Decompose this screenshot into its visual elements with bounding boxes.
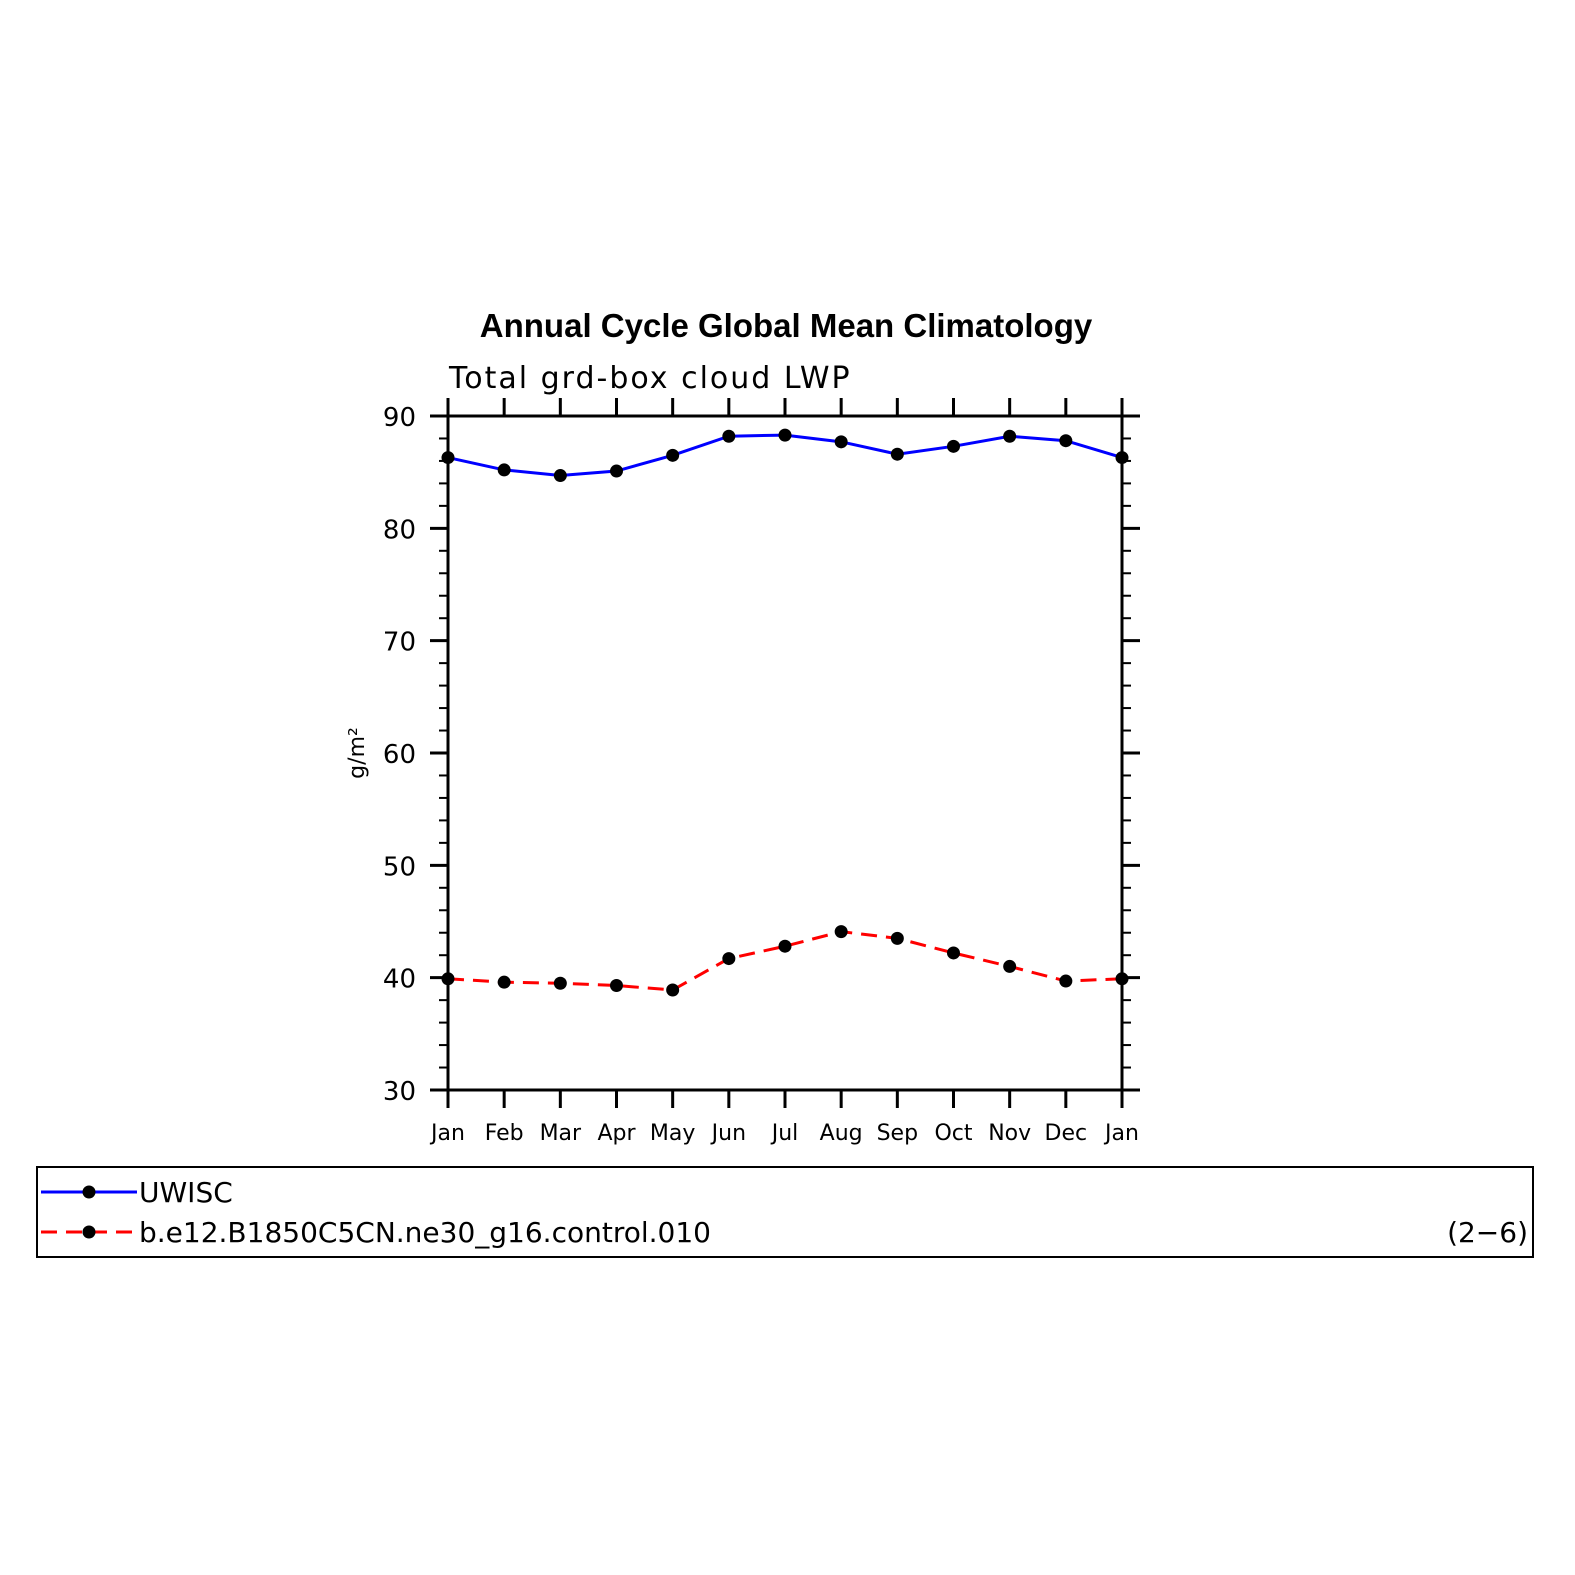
data-point — [497, 975, 511, 989]
x-tick-label: Dec — [1045, 1121, 1088, 1146]
x-tick-label: Jan — [1103, 1121, 1139, 1146]
y-axis: 30 40 50 60 70 80 90 — [383, 403, 1140, 1107]
data-point — [778, 939, 792, 953]
y-tick-label: 90 — [383, 403, 416, 433]
data-point — [834, 925, 848, 939]
x-tick-label: Apr — [597, 1121, 636, 1146]
legend-label: b.e12.B1850C5CN.ne30_g16.control.010 — [139, 1216, 711, 1249]
y-tick-label: 70 — [383, 628, 416, 658]
data-point — [666, 448, 680, 462]
data-point — [1059, 434, 1073, 448]
data-point — [666, 983, 680, 997]
y-axis-label: g/m² — [345, 727, 370, 779]
x-tick-label: Feb — [485, 1121, 524, 1146]
x-tick-label: Mar — [540, 1121, 582, 1146]
y-tick-label: 30 — [383, 1077, 416, 1107]
x-tick-label: Nov — [988, 1121, 1031, 1146]
data-point — [834, 435, 848, 449]
data-point — [441, 972, 455, 986]
y-tick-label: 40 — [383, 965, 416, 995]
x-tick-label: Jul — [770, 1121, 799, 1146]
data-point — [497, 463, 511, 477]
x-axis: Jan Feb Mar Apr May Jun Jul Aug Sep Oct Nov Dec Jan — [429, 398, 1139, 1146]
data-point — [947, 946, 960, 960]
y-tick-label: 50 — [383, 852, 416, 882]
chart-subtitle: Total grd-box cloud LWP — [448, 361, 852, 396]
legend: UWISC b.e12.B1850C5CN.ne30_g16.control.01… — [41, 1176, 711, 1249]
x-tick-label: May — [650, 1121, 695, 1146]
plot-frame — [446, 414, 1124, 1092]
data-point — [1115, 972, 1129, 986]
legend-marker — [82, 1185, 96, 1199]
chart-title: Annual Cycle Global Mean Climatology — [480, 307, 1093, 344]
legend-box — [36, 1166, 1534, 1258]
data-point — [1003, 429, 1017, 443]
legend-label: UWISC — [139, 1176, 233, 1209]
data-point — [1003, 959, 1017, 973]
data-point — [441, 451, 455, 465]
x-tick-label: Jan — [429, 1121, 465, 1146]
data-point — [1115, 451, 1129, 465]
y-tick-label: 80 — [383, 515, 416, 545]
y-tick-label: 60 — [383, 740, 416, 770]
series-layer — [441, 428, 1129, 997]
data-point — [553, 976, 567, 990]
legend-marker — [82, 1225, 96, 1239]
x-tick-label: Aug — [820, 1121, 863, 1146]
data-point — [610, 464, 623, 478]
data-point — [722, 429, 736, 443]
x-tick-label: Oct — [934, 1121, 972, 1146]
x-tick-label: Jun — [710, 1121, 746, 1146]
x-tick-label: Sep — [877, 1121, 918, 1146]
data-point — [890, 447, 904, 461]
data-point — [722, 952, 736, 966]
data-point — [890, 931, 904, 945]
panel-label: (2−6) — [1447, 1216, 1528, 1249]
data-point — [778, 428, 792, 442]
data-point — [553, 469, 567, 483]
data-point — [1059, 974, 1073, 988]
data-point — [947, 439, 960, 453]
data-point — [610, 979, 623, 993]
